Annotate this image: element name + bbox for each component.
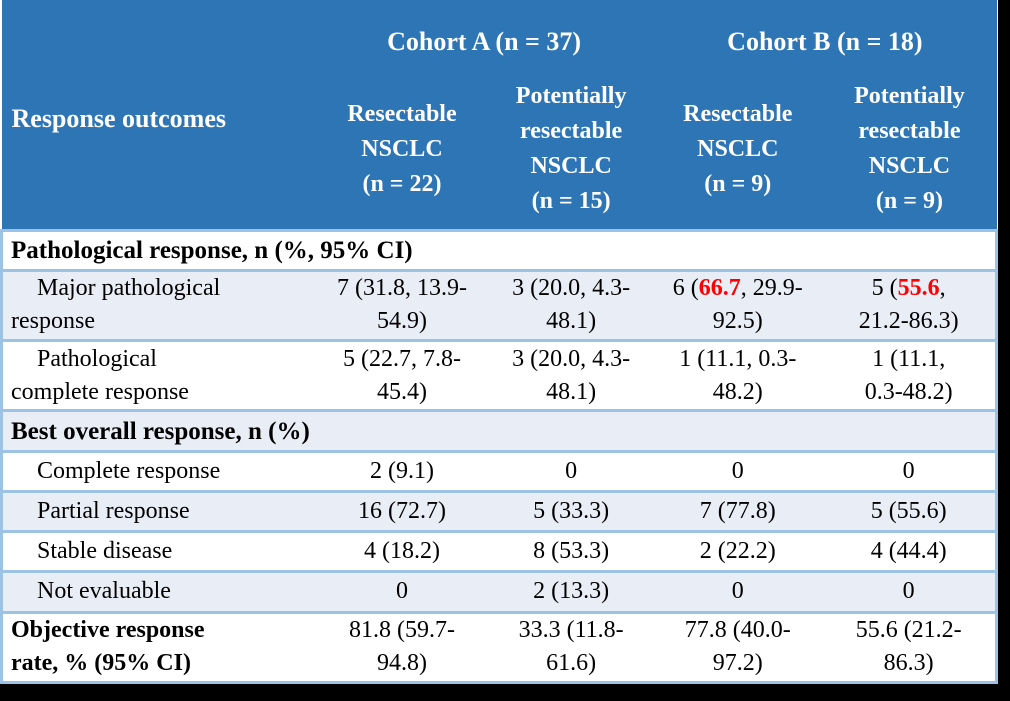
- value-cell: 2 (9.1): [369, 457, 434, 484]
- value-cell: 5 (22.7, 7.8- 45.4): [342, 345, 461, 405]
- cohort-header-row: Response outcomes Cohort A (n = 37) Coho…: [1, 0, 997, 230]
- cohort-b-header: Cohort B (n = 18): [653, 0, 997, 74]
- value-cell: 0: [902, 578, 915, 605]
- section-row: Best overall response, n (%): [1, 410, 997, 452]
- value-cell: 81.8 (59.7- 94.8): [348, 617, 455, 677]
- row-label: Partial response: [37, 498, 190, 525]
- value-cell: 77.8 (40.0- 97.2): [684, 617, 791, 677]
- value-cell: 2 (22.2): [699, 538, 776, 565]
- value-cell: 6 (66.7, 29.9- 92.5): [672, 275, 803, 335]
- table-header: Response outcomes Cohort A (n = 37) Coho…: [1, 0, 997, 230]
- subgroup-header-row: Resectable NSCLC (n = 22) Potentially re…: [2, 74, 997, 230]
- row-label: Major pathological response: [11, 275, 221, 335]
- column-header-cohort-a-resectable: Resectable NSCLC (n = 22): [314, 74, 490, 230]
- value-cell: 1 (11.1, 0.3-48.2): [864, 345, 953, 405]
- section-row: Pathological response, n (%, 95% CI): [1, 230, 997, 271]
- value-cell: 4 (18.2): [363, 538, 440, 565]
- value-cell: 55.6 (21.2- 86.3): [855, 617, 962, 677]
- data-row: Complete response 2 (9.1) 0 0 0: [1, 451, 997, 492]
- cohort-a-header: Cohort A (n = 37): [314, 0, 654, 74]
- value-cell: 7 (77.8): [699, 498, 776, 525]
- data-row: Objective response rate, % (95% CI) 81.8 …: [1, 612, 997, 683]
- value-cell: 0: [731, 457, 744, 484]
- table-body: Pathological response, n (%, 95% CI) Majo…: [1, 230, 997, 683]
- value-cell: 2 (13.3): [533, 578, 610, 605]
- value-cell: 3 (20.0, 4.3- 48.1): [512, 345, 631, 405]
- value-cell: 5 (33.3): [533, 498, 610, 525]
- value-cell: 8 (53.3): [533, 538, 610, 565]
- row-label: Stable disease: [37, 538, 173, 565]
- row-label: Not evaluable: [37, 578, 171, 605]
- table-container: Response outcomes Cohort A (n = 37) Coho…: [0, 0, 998, 684]
- row-label: Objective response rate, % (95% CI): [11, 617, 205, 677]
- value-cell: 0: [902, 457, 915, 484]
- value-cell: 1 (11.1, 0.3- 48.2): [679, 345, 797, 405]
- value-cell: 0: [565, 457, 578, 484]
- data-row: Partial response 16 (72.7) 5 (33.3) 7 (77.8…: [1, 491, 997, 532]
- value-cell: 0: [731, 578, 744, 605]
- value-cell: 4 (44.4): [870, 538, 947, 565]
- value-cell: 5 (55.6): [870, 498, 947, 525]
- column-header-cohort-b-potentially-resectable: Potentially resectable NSCLC (n = 9): [822, 74, 997, 230]
- highlighted-value: 66.7: [698, 275, 741, 302]
- row-label: Pathological complete response: [11, 345, 189, 405]
- data-row: Stable disease 4 (18.2) 8 (53.3) 2 (22.2) 4 …: [1, 531, 997, 572]
- data-row: Major pathological response 7 (31.8, 13.9…: [1, 270, 997, 341]
- section-label: Pathological response, n (%, 95% CI): [11, 236, 413, 264]
- data-row: Pathological complete response 5 (22.7, 7…: [1, 340, 997, 411]
- value-cell: 33.3 (11.8- 61.6): [518, 617, 624, 677]
- row-label: Complete response: [37, 457, 221, 484]
- value-cell: 7 (31.8, 13.9- 54.9): [336, 275, 467, 335]
- value-cell: 3 (20.0, 4.3- 48.1): [512, 275, 631, 335]
- value-cell: 0: [395, 578, 408, 605]
- response-outcomes-table: Response outcomes Cohort A (n = 37) Coho…: [1, 0, 997, 683]
- data-row: Not evaluable 0 2 (13.3) 0 0: [1, 571, 997, 613]
- value-cell: 16 (72.7): [357, 498, 446, 525]
- corner-header-response-outcomes: Response outcomes: [1, 0, 315, 230]
- column-header-cohort-b-resectable: Resectable NSCLC (n = 9): [653, 74, 823, 230]
- highlighted-value: 55.6: [897, 275, 940, 302]
- column-header-cohort-a-potentially-resectable: Potentially resectable NSCLC (n = 15): [489, 74, 654, 230]
- value-cell: 5 (55.6, 21.2-86.3): [858, 275, 959, 335]
- section-label: Best overall response, n (%): [11, 417, 310, 445]
